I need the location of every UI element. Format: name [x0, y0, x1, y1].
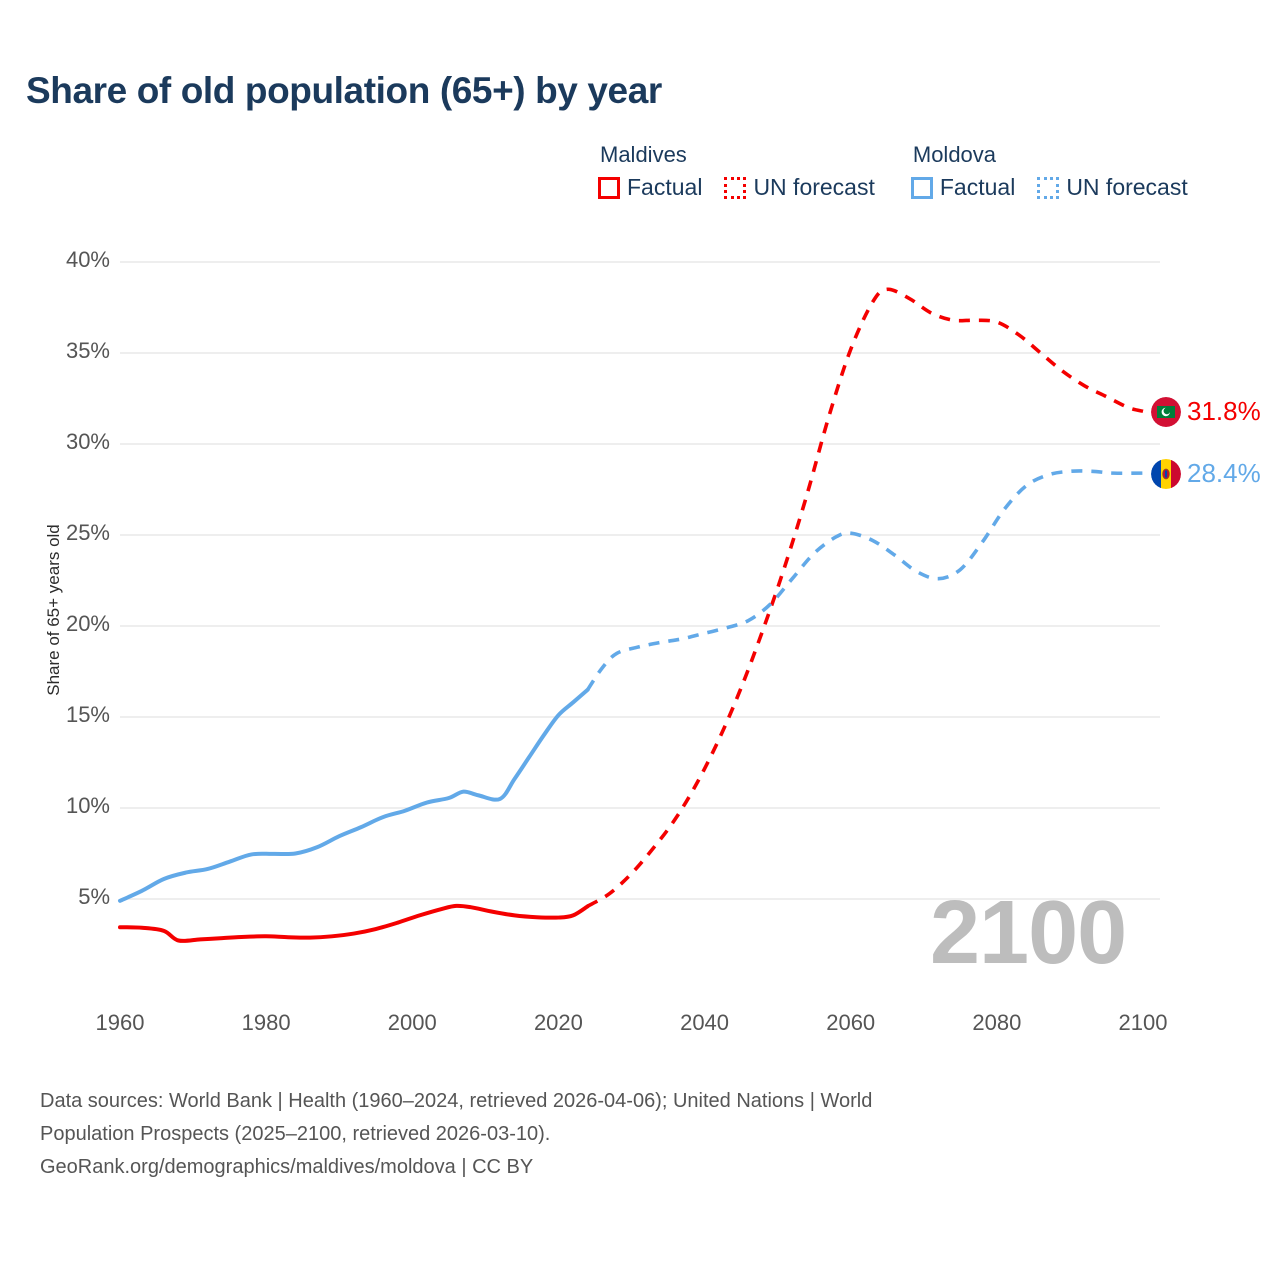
- y-axis-tick-label: 35%: [65, 338, 110, 363]
- legend-label: UN forecast: [1066, 174, 1188, 200]
- legend-entry-list: Factual UN forecast: [598, 174, 875, 201]
- maldives-flag: [1151, 396, 1181, 427]
- y-axis-tick-label: 20%: [65, 611, 110, 636]
- chart-legend: Maldives Factual UN forecast Moldova Factual…: [598, 142, 1188, 201]
- x-axis-tick-label: 2080: [972, 1010, 1022, 1035]
- legend-swatch-dotted: [724, 176, 747, 199]
- legend-group-maldives: Maldives Factual UN forecast: [598, 142, 875, 201]
- legend-item-maldives-factual[interactable]: Factual: [598, 174, 702, 201]
- end-marker-moldova: 28.4%: [1151, 458, 1261, 489]
- footer-line-2: Population Prospects (2025–2100, retriev…: [40, 1123, 551, 1145]
- footer-line-3[interactable]: GeoRank.org/demographics/maldives/moldov…: [40, 1156, 534, 1178]
- legend-group-title: Moldova: [912, 142, 997, 167]
- y-axis-tick-label: 10%: [65, 793, 110, 818]
- legend-swatch-dotted: [1037, 176, 1060, 199]
- page-title: Share of old population (65+) by year: [26, 70, 662, 111]
- moldova-flag: [1151, 458, 1181, 489]
- legend-group-title: Maldives: [600, 142, 687, 167]
- legend-item-moldova-un-forecast[interactable]: UN forecast: [1037, 174, 1188, 201]
- y-axis-tick-label: 30%: [65, 429, 110, 454]
- legend-swatch-solid: [910, 176, 933, 199]
- x-axis-tick-label: 2100: [1118, 1010, 1168, 1035]
- end-value-label: 28.4%: [1187, 458, 1261, 489]
- series-maldives: [118, 287, 1144, 943]
- x-axis-tick-label: 2020: [533, 1010, 583, 1035]
- y-axis-tick-label: 15%: [65, 702, 110, 727]
- y-axis-tick-label: 40%: [65, 247, 110, 272]
- x-axis-tick-label: 2040: [680, 1010, 730, 1035]
- footer-sources: Data sources: World Bank | Health (1960–…: [40, 1085, 1180, 1184]
- line-maldives-factual: [118, 903, 590, 943]
- legend-label: Factual: [939, 174, 1016, 200]
- legend-group-moldova: Moldova Factual UN forecast: [910, 142, 1188, 201]
- legend-entry-list: Factual UN forecast: [910, 174, 1188, 201]
- end-marker-maldives: 31.8%: [1151, 396, 1261, 427]
- legend-label: UN forecast: [753, 174, 875, 200]
- footer-line-1: Data sources: World Bank | Health (1960–…: [40, 1090, 873, 1112]
- line-moldova-forecast: [586, 469, 1144, 691]
- legend-item-moldova-factual[interactable]: Factual: [910, 174, 1016, 201]
- y-axis-tick-label: 25%: [65, 520, 110, 545]
- line-maldives-forecast: [586, 287, 1144, 908]
- end-value-label: 31.8%: [1187, 396, 1261, 427]
- x-axis-tick-label: 2060: [826, 1010, 876, 1035]
- x-axis-tick-label: 1980: [241, 1010, 291, 1035]
- gridlines: [120, 261, 1160, 900]
- legend-swatch-solid: [598, 176, 620, 199]
- legend-label: Factual: [627, 174, 703, 200]
- series-moldova: [118, 469, 1144, 903]
- x-axis-tick-label: 1960: [95, 1010, 145, 1035]
- year-watermark: 2100: [930, 883, 1127, 983]
- line-moldova-factual: [118, 687, 590, 903]
- legend-item-maldives-un-forecast[interactable]: UN forecast: [724, 174, 875, 201]
- y-axis-tick-label: 5%: [78, 884, 110, 909]
- x-axis-tick-label: 2000: [387, 1010, 437, 1035]
